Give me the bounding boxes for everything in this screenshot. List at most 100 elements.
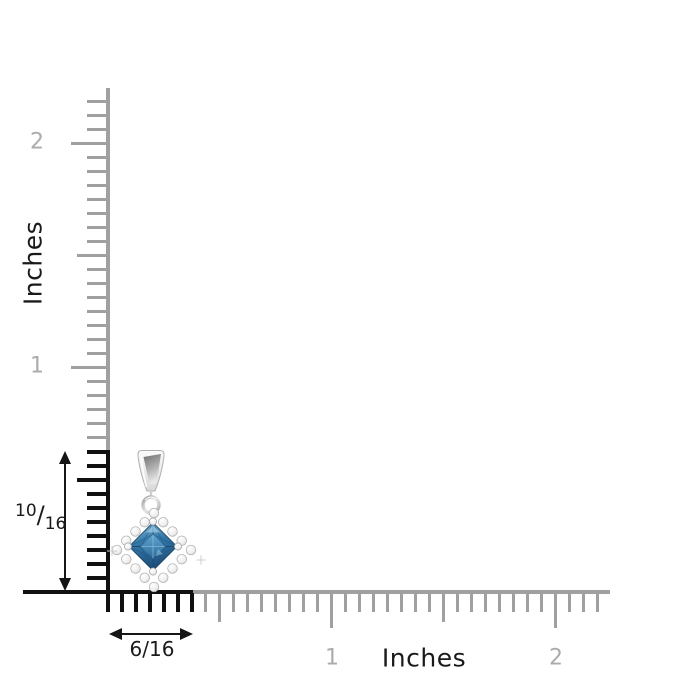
vertical-ruler-tick xyxy=(87,380,106,383)
horizontal-ruler-tick xyxy=(596,592,600,612)
arrow-shaft xyxy=(63,460,67,582)
horizontal-ruler-tick xyxy=(344,592,348,612)
pendant-neck xyxy=(149,489,153,498)
vertical-ruler-tick xyxy=(87,338,106,341)
horizontal-ruler-tick xyxy=(414,592,418,612)
vertical-ruler-label-1: 1 xyxy=(30,353,44,379)
horizontal-ruler-tick xyxy=(246,592,250,612)
height-measure-arrow xyxy=(58,451,72,591)
height-fraction-denominator: 16 xyxy=(44,514,67,534)
horizontal-ruler-tick xyxy=(582,592,586,612)
horizontal-ruler-tick xyxy=(484,592,488,612)
vertical-ruler-tick xyxy=(87,324,106,327)
horizontal-ruler-tick xyxy=(540,592,544,612)
vertical-ruler-tick xyxy=(87,394,106,397)
vertical-ruler-tick xyxy=(87,268,106,271)
vertical-ruler-tick xyxy=(71,366,106,369)
vertical-ruler-tick xyxy=(87,449,106,454)
height-measurement-label: 10/16 xyxy=(15,499,66,534)
horizontal-ruler-tick xyxy=(554,592,558,628)
arrow-right-icon xyxy=(179,627,193,640)
horizontal-ruler-tick xyxy=(442,592,446,622)
pendant-center-stone xyxy=(128,521,178,572)
horizontal-ruler-tick xyxy=(400,592,404,612)
arrow-down-icon xyxy=(58,578,71,591)
arrow-left-icon xyxy=(108,627,122,640)
vertical-ruler-tick xyxy=(87,226,106,229)
pendant-image xyxy=(107,450,206,593)
horizontal-axis-label: Inches xyxy=(381,643,467,673)
horizontal-ruler-tick xyxy=(386,592,390,612)
vertical-ruler-tick xyxy=(77,254,106,257)
horizontal-ruler-tick xyxy=(372,592,376,612)
horizontal-ruler-tick xyxy=(218,592,222,622)
height-fraction-slash: / xyxy=(36,501,45,529)
arrow-shaft xyxy=(117,632,184,636)
vertical-ruler-tick xyxy=(87,128,106,131)
vertical-ruler-tick xyxy=(87,408,106,411)
horizontal-ruler-tick xyxy=(470,592,474,612)
horizontal-ruler-tick xyxy=(175,592,180,612)
vertical-ruler-tick xyxy=(71,142,106,145)
pendant-halo xyxy=(111,507,197,593)
vertical-ruler-tick xyxy=(87,519,106,524)
vertical-ruler-tick xyxy=(87,463,106,468)
vertical-ruler-tick xyxy=(87,533,106,538)
vertical-ruler-tick xyxy=(87,575,106,580)
vertical-ruler-tick xyxy=(87,170,106,173)
vertical-ruler-tick xyxy=(87,505,106,510)
horizontal-ruler-tick xyxy=(316,592,320,612)
horizontal-ruler-label-1: 1 xyxy=(325,645,339,671)
horizontal-ruler-line-highlight xyxy=(23,590,193,594)
horizontal-ruler-tick xyxy=(189,592,194,612)
vertical-ruler-label-2: 2 xyxy=(30,129,44,155)
horizontal-ruler-tick xyxy=(498,592,502,612)
horizontal-ruler-tick xyxy=(133,592,138,612)
vertical-ruler-tick xyxy=(87,212,106,215)
horizontal-ruler-line xyxy=(193,590,610,594)
horizontal-ruler-label-2: 2 xyxy=(549,645,563,671)
horizontal-ruler-tick xyxy=(274,592,278,612)
vertical-ruler-tick xyxy=(87,282,106,285)
vertical-ruler-tick xyxy=(87,240,106,243)
horizontal-ruler-tick xyxy=(260,592,264,612)
horizontal-ruler-tick xyxy=(428,592,432,612)
vertical-ruler-tick xyxy=(87,156,106,159)
horizontal-ruler-tick xyxy=(330,592,334,628)
vertical-ruler-tick xyxy=(87,561,106,566)
pendant-bail xyxy=(137,450,165,492)
vertical-ruler-tick xyxy=(87,352,106,355)
horizontal-ruler-tick xyxy=(232,592,236,612)
horizontal-ruler-tick xyxy=(288,592,292,612)
horizontal-ruler-tick xyxy=(526,592,530,612)
height-fraction-numerator: 10 xyxy=(15,501,37,521)
horizontal-ruler-tick xyxy=(161,592,166,612)
vertical-ruler-tick xyxy=(87,436,106,439)
vertical-ruler-tick xyxy=(87,114,106,117)
pendant-prongs xyxy=(124,517,182,576)
vertical-ruler-tick xyxy=(87,184,106,187)
vertical-ruler-tick xyxy=(87,100,106,103)
arrow-up-icon xyxy=(58,451,71,464)
vertical-ruler-line xyxy=(106,88,110,450)
horizontal-ruler-tick xyxy=(302,592,306,612)
width-measure-arrow xyxy=(108,627,193,641)
vertical-ruler-line-highlight xyxy=(106,450,110,612)
horizontal-ruler-tick xyxy=(119,592,124,612)
vertical-ruler-tick xyxy=(87,491,106,496)
horizontal-ruler-tick xyxy=(358,592,362,612)
vertical-ruler-tick xyxy=(87,296,106,299)
vertical-ruler-tick xyxy=(87,198,106,201)
horizontal-ruler-tick xyxy=(512,592,516,612)
vertical-ruler-tick xyxy=(87,310,106,313)
vertical-axis-label: Inches xyxy=(18,220,48,306)
horizontal-ruler-tick xyxy=(147,592,152,612)
width-measurement-label: 6/16 xyxy=(129,637,175,661)
horizontal-ruler-tick xyxy=(456,592,460,612)
horizontal-ruler-tick xyxy=(568,592,572,612)
sparkle-icon xyxy=(107,546,206,565)
vertical-ruler-tick xyxy=(77,477,106,482)
horizontal-ruler-tick xyxy=(204,592,208,612)
vertical-ruler-tick xyxy=(87,547,106,552)
